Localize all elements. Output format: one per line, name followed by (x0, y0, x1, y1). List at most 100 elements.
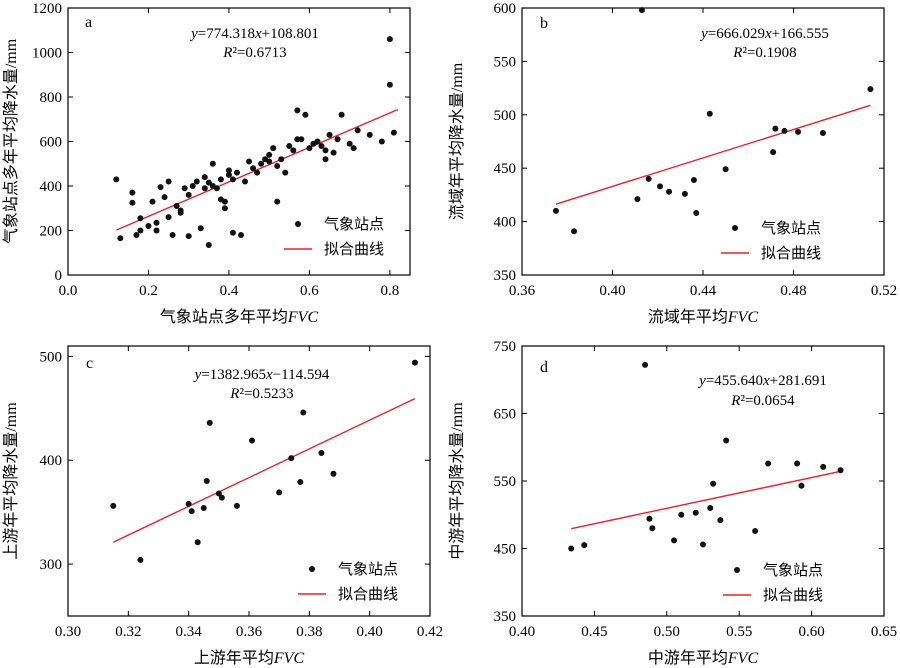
x-axis-title: 中游年平均FVC (648, 649, 759, 667)
data-point (276, 489, 283, 496)
data-point (189, 183, 196, 189)
data-point (153, 227, 160, 234)
data-point (278, 156, 285, 163)
data-point (330, 149, 337, 156)
fit-line (555, 104, 871, 205)
data-point (692, 509, 699, 516)
data-point (294, 107, 301, 114)
panel-c: 0.30 0.32 0.34 0.36 0.38 0.40 0.42 300 400 500 上游年… (2, 345, 443, 667)
data-point (185, 191, 192, 198)
data-point (657, 183, 664, 190)
data-point (129, 199, 136, 206)
data-point (201, 174, 208, 181)
data-point (161, 194, 168, 201)
legend-label-stations: 气象站点 (324, 216, 384, 233)
data-point (634, 196, 641, 203)
data-point (318, 449, 325, 456)
data-point (205, 179, 212, 186)
panel-label: c (86, 355, 93, 372)
fit-line (571, 470, 843, 530)
data-point (217, 176, 224, 183)
data-point (795, 128, 802, 135)
legend-marker-stations (309, 566, 315, 572)
data-point (350, 145, 357, 152)
y-tick-label: 350 (494, 609, 517, 625)
data-point (300, 409, 307, 416)
y-tick-label: 600 (494, 1, 517, 17)
x-tick-label: 0.38 (296, 624, 322, 640)
data-point (200, 505, 207, 511)
y-tick-label: 350 (494, 268, 517, 284)
data-point (169, 231, 176, 238)
data-point (209, 160, 216, 167)
x-tick-label: 0.0 (59, 283, 78, 299)
data-point (642, 361, 649, 368)
data-point (706, 110, 713, 117)
data-point (646, 515, 653, 522)
data-point (322, 147, 329, 154)
data-point (568, 545, 575, 552)
data-point (250, 165, 257, 172)
legend-label-stations: 气象站点 (763, 562, 823, 579)
y-tick-label: 550 (494, 474, 517, 490)
data-point (177, 209, 184, 216)
data-point (205, 241, 212, 248)
data-point (707, 505, 714, 511)
x-tick-label: 0.36 (509, 283, 536, 299)
regression-equation: y=1382.965x−114.594 (193, 367, 330, 383)
x-tick-label: 0.44 (690, 283, 717, 299)
data-point (266, 151, 273, 158)
data-point (213, 185, 220, 192)
data-point (286, 142, 293, 149)
data-point (258, 160, 265, 167)
data-point (197, 225, 204, 232)
data-point (110, 502, 117, 509)
data-point (233, 502, 240, 509)
data-point (282, 169, 289, 176)
y-tick-label: 500 (494, 108, 517, 124)
data-point (133, 231, 140, 238)
x-axis-title: 流域年平均FVC (648, 308, 759, 326)
data-point (354, 127, 361, 134)
data-point (638, 7, 645, 14)
data-point (129, 189, 136, 196)
data-point (194, 539, 201, 546)
data-point (188, 508, 195, 515)
data-point (306, 145, 313, 152)
x-tick-label: 0.36 (236, 624, 263, 640)
data-point (326, 131, 333, 138)
y-tick-label: 200 (40, 224, 63, 240)
y-tick-label: 750 (494, 339, 517, 355)
x-tick-label: 0.6 (300, 283, 319, 299)
data-point (229, 229, 236, 236)
y-tick-label: 450 (494, 542, 517, 558)
r-squared: R²=0.6713 (222, 45, 286, 61)
legend-label-stations: 气象站点 (761, 220, 821, 237)
data-point (781, 127, 788, 134)
data-point (302, 111, 309, 118)
x-tick-label: 0.45 (581, 624, 607, 640)
data-point (819, 129, 826, 136)
data-point (215, 490, 222, 497)
data-point (330, 470, 337, 477)
data-point (820, 463, 827, 470)
x-tick-label: 0.4 (220, 283, 239, 299)
y-tick-label: 600 (40, 135, 63, 151)
legend-label-fit: 拟合曲线 (324, 241, 384, 258)
regression-equation: y=774.318x+108.801 (189, 26, 319, 42)
data-point (649, 525, 656, 532)
data-point (390, 129, 397, 136)
x-axis-title: 上游年平均FVC (194, 649, 305, 667)
data-point (246, 158, 253, 165)
y-tick-label: 400 (40, 179, 63, 195)
data-point (571, 228, 578, 235)
x-tick-label: 0.40 (357, 624, 383, 640)
y-axis-title: 上游年平均降水量/mm (2, 402, 20, 560)
data-point (723, 437, 730, 444)
x-tick-label: 0.48 (780, 283, 806, 299)
data-point (242, 178, 249, 185)
x-tick-label: 0.42 (417, 624, 443, 640)
y-tick-label: 550 (494, 54, 517, 70)
data-point (671, 537, 678, 544)
